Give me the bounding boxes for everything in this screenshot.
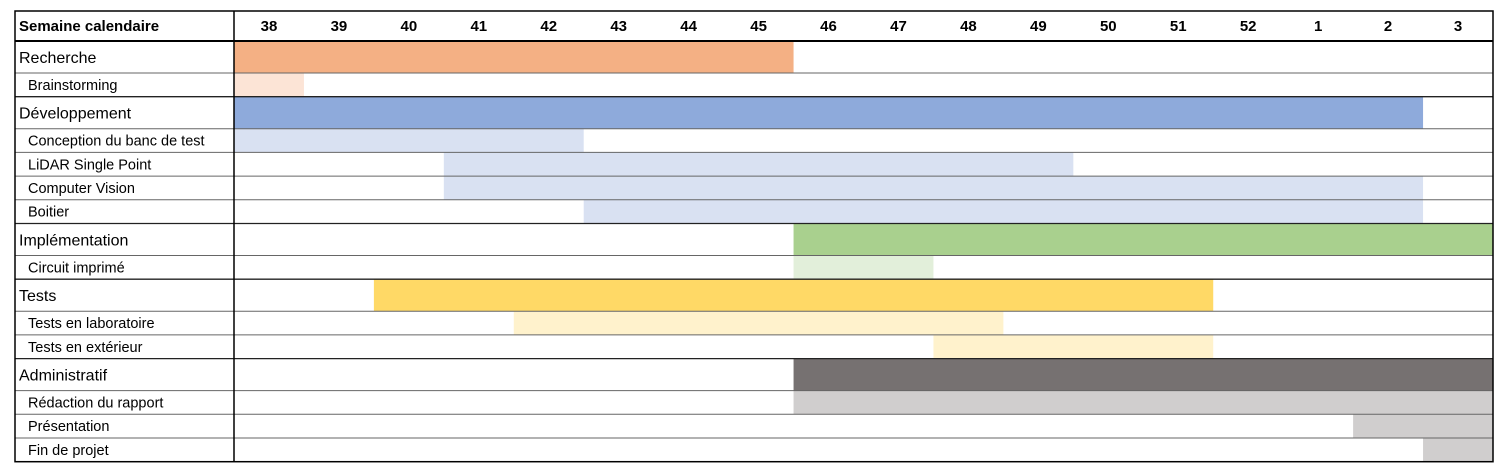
task-group-label: Implémentation (19, 233, 128, 250)
header-row: Semaine calendaire 38 39 40 41 42 43 44 45 46 47 4… (19, 18, 1462, 35)
subtask-label: Boitier (28, 205, 69, 221)
week-label: 3 (1454, 18, 1462, 35)
week-label: 48 (960, 18, 977, 35)
table-border (14, 10, 1494, 463)
week-label: 52 (1240, 18, 1257, 35)
subtask-label: Circuit imprimé (28, 260, 125, 276)
subtask-label: Fin de projet (28, 443, 109, 459)
week-label: 49 (1030, 18, 1047, 35)
subtask-label: Rédaction du rapport (28, 395, 163, 411)
subtask-label: LiDAR Single Point (28, 157, 151, 173)
task-bar (793, 223, 1493, 256)
week-label: 42 (540, 18, 557, 35)
bars-layer (234, 41, 1493, 462)
week-label: 44 (680, 18, 697, 35)
task-bar (234, 128, 584, 153)
subtask-label: Présentation (28, 419, 109, 435)
week-label: 2 (1384, 18, 1392, 35)
week-label: 38 (261, 18, 278, 35)
subtask-label: Tests en extérieur (28, 340, 143, 356)
week-label: 47 (890, 18, 907, 35)
week-label: 1 (1314, 18, 1322, 35)
task-group-label: Administratif (19, 368, 108, 385)
task-bar (234, 41, 794, 73)
task-bar (443, 152, 1074, 177)
header-label: Semaine calendaire (19, 18, 159, 35)
week-label: 45 (750, 18, 767, 35)
task-group-label: Développement (19, 106, 132, 123)
task-bar (1423, 438, 1493, 462)
week-label: 41 (470, 18, 487, 35)
task-group-label: Recherche (19, 50, 96, 67)
week-label: 51 (1170, 18, 1187, 35)
task-labels: Recherche Brainstorming Développement Conce… (19, 50, 205, 459)
task-bar (793, 390, 1493, 415)
subtask-label: Brainstorming (28, 78, 117, 94)
grid-layer (14, 10, 1494, 463)
week-label: 46 (820, 18, 837, 35)
week-label: 50 (1100, 18, 1117, 35)
subtask-label: Computer Vision (28, 181, 135, 197)
subtask-label: Conception du banc de test (28, 134, 205, 150)
task-bar (1353, 414, 1493, 438)
week-label: 39 (331, 18, 348, 35)
week-label: 43 (610, 18, 627, 35)
task-bar (583, 199, 1424, 224)
task-bar (513, 311, 1004, 335)
task-bar (234, 96, 1424, 129)
task-bar (443, 176, 1424, 200)
task-bar (234, 73, 304, 97)
task-bar (933, 334, 1214, 359)
task-bar (373, 279, 1214, 312)
subtask-label: Tests en laboratoire (28, 316, 155, 332)
task-bar (793, 255, 934, 280)
week-label: 40 (401, 18, 418, 35)
task-group-label: Tests (19, 288, 56, 305)
task-bar (793, 358, 1493, 391)
